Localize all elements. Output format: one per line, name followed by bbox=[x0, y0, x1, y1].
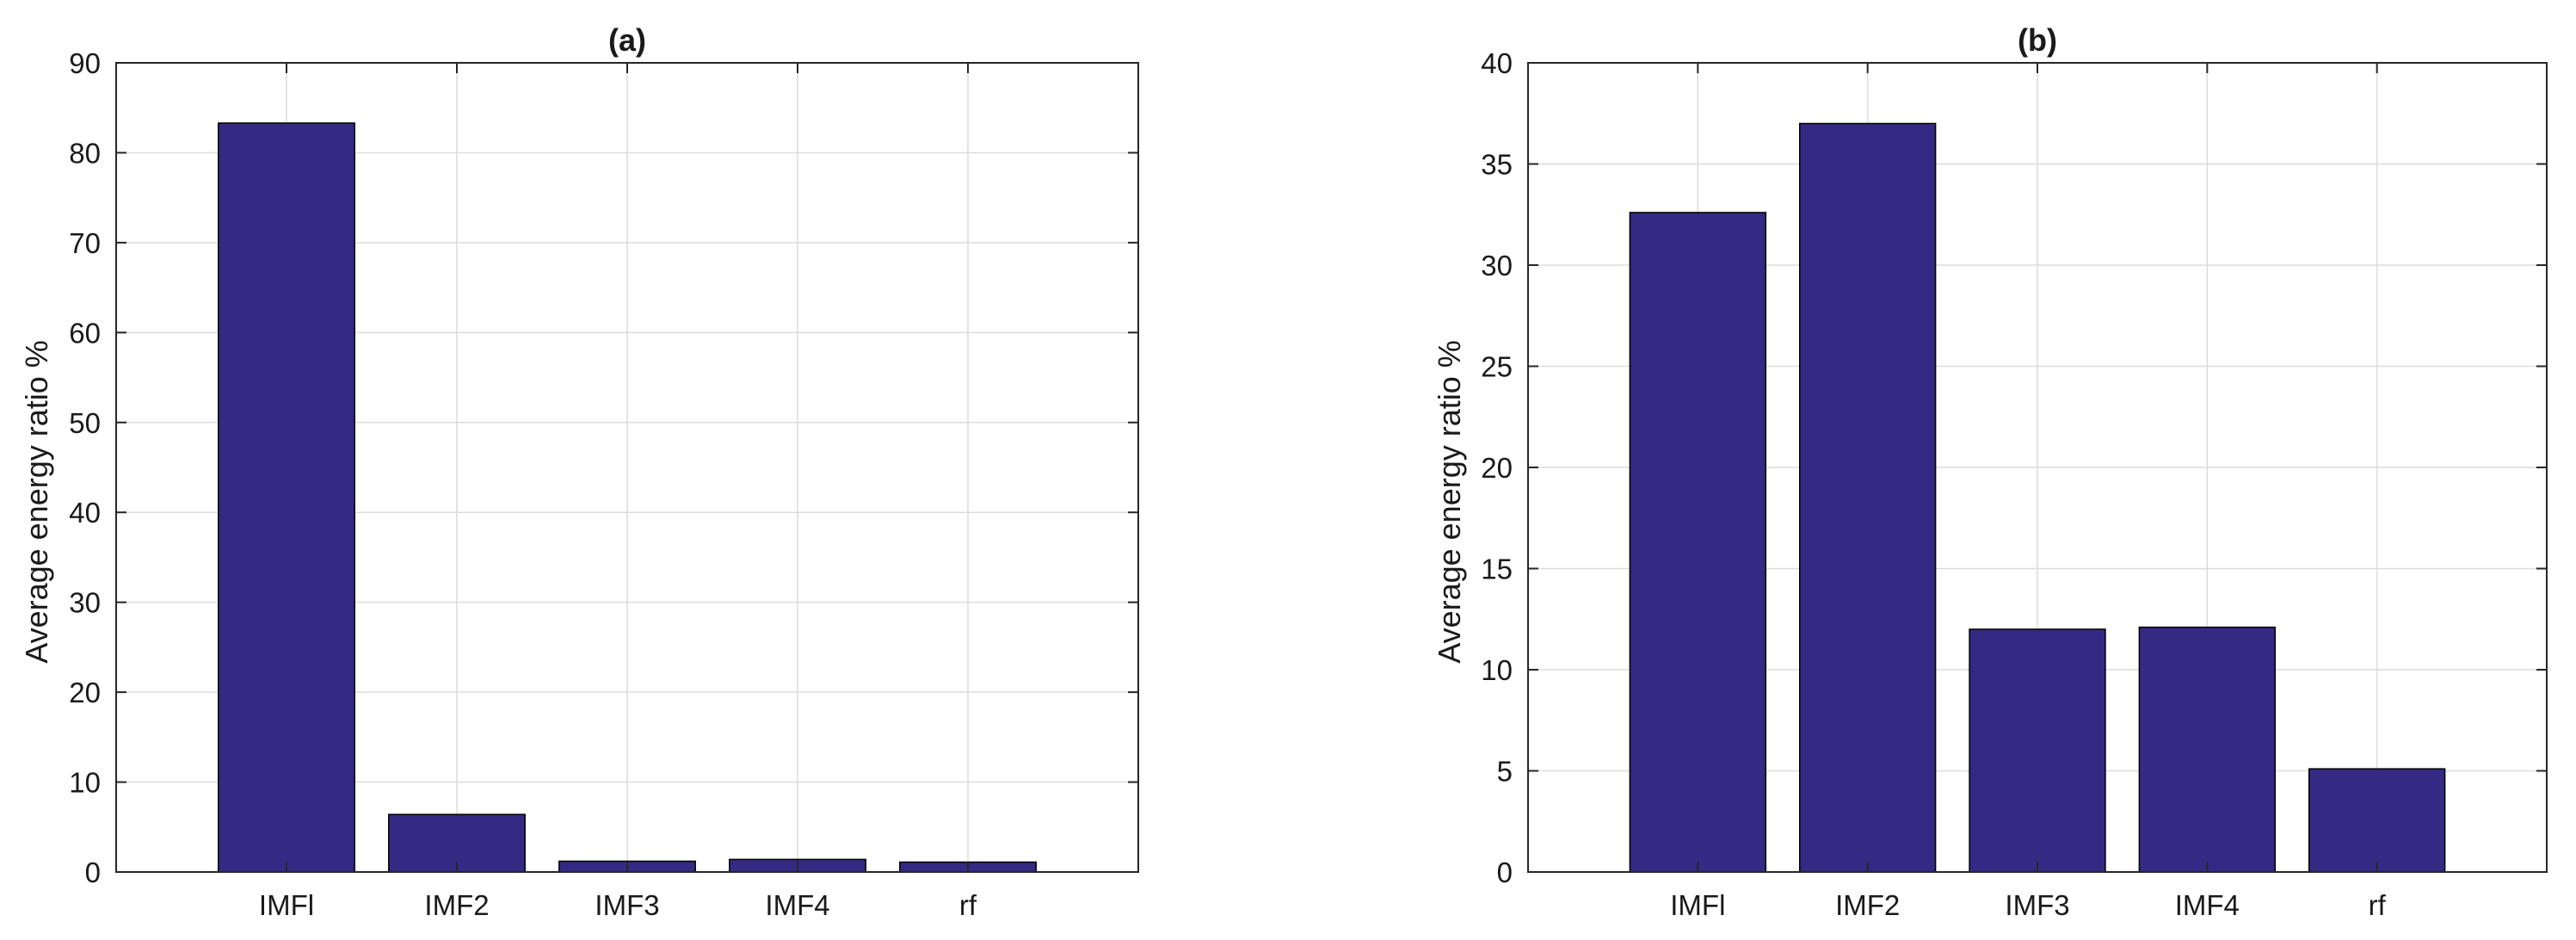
x-tick-label: IMF3 bbox=[2005, 889, 2069, 921]
bar bbox=[2138, 626, 2277, 873]
y-tick-label: 10 bbox=[1481, 654, 1513, 686]
plot-area: 0 10 20 30 40 50 60 70 80 90 IMFl IMF2 IMF3 IMF4 rf bbox=[69, 47, 1139, 921]
x-tick-label: rf bbox=[2369, 889, 2387, 921]
y-axis-label: Average energy ratio % bbox=[19, 340, 54, 664]
y-tick-label: 70 bbox=[69, 227, 101, 259]
chart-title: (b) bbox=[2018, 22, 2057, 58]
x-tick-label: IMF3 bbox=[595, 889, 659, 921]
y-axis-label: Average energy ratio % bbox=[1432, 340, 1467, 664]
y-tick-label: 50 bbox=[69, 407, 101, 439]
y-tick-label: 5 bbox=[1497, 756, 1513, 788]
y-tick-label: 10 bbox=[69, 767, 101, 799]
bar bbox=[1629, 212, 1767, 873]
chart-panel-a: (a) Average energy ratio % 0 10 20 30 40 50 60… bbox=[19, 22, 1139, 921]
plot-area: 0 5 10 15 20 25 30 35 40 IMFl IMF2 IMF3 IMF4 rf bbox=[1481, 47, 2548, 921]
x-tick-label: rf bbox=[959, 889, 977, 921]
y-tick-label: 80 bbox=[69, 137, 101, 169]
y-tick-label: 0 bbox=[1497, 857, 1513, 888]
y-tick-label: 30 bbox=[69, 587, 101, 619]
bar bbox=[218, 122, 355, 873]
y-tick-label: 0 bbox=[85, 857, 101, 888]
x-tick-label: IMF4 bbox=[2175, 889, 2240, 921]
y-tick-label: 30 bbox=[1481, 250, 1513, 281]
x-tick-label: IMF4 bbox=[765, 889, 829, 921]
bar bbox=[1798, 122, 1937, 873]
x-tick-label: IMF2 bbox=[424, 889, 489, 921]
chart-panel-b: (b) Average energy ratio % 0 5 10 15 20 25 30 3… bbox=[1432, 22, 2548, 921]
y-tick-label: 15 bbox=[1481, 553, 1513, 585]
y-tick-label: 20 bbox=[69, 677, 101, 708]
y-tick-label: 40 bbox=[69, 497, 101, 529]
y-tick-label: 40 bbox=[1481, 47, 1513, 79]
chart-title: (a) bbox=[608, 22, 646, 58]
y-tick-label: 90 bbox=[69, 47, 101, 79]
x-tick-label: IMFl bbox=[259, 889, 314, 921]
y-tick-label: 25 bbox=[1481, 351, 1513, 383]
x-tick-label: IMF2 bbox=[1835, 889, 1900, 921]
y-tick-label: 35 bbox=[1481, 149, 1513, 181]
bar bbox=[1969, 628, 2106, 873]
bar bbox=[2308, 768, 2446, 873]
y-tick-label: 60 bbox=[69, 317, 101, 349]
y-tick-label: 20 bbox=[1481, 452, 1513, 484]
x-tick-label: IMFl bbox=[1670, 889, 1725, 921]
